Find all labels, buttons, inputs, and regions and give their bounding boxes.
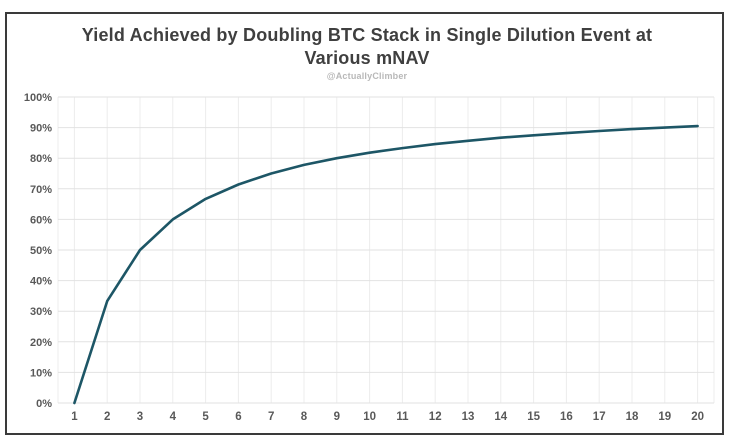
chart-title: Yield Achieved by Doubling BTC Stack in … xyxy=(81,25,653,68)
yield-series-line xyxy=(73,124,699,405)
y-axis-tick-label: 30% xyxy=(30,306,52,318)
y-axis-tick-label: 50% xyxy=(30,245,52,257)
x-axis-tick-label: 7 xyxy=(268,411,274,423)
x-axis-tick-label: 4 xyxy=(170,411,177,423)
x-axis-tick-label: 15 xyxy=(527,411,540,423)
y-axis-tick-label: 20% xyxy=(30,337,52,349)
x-axis-tick-label: 18 xyxy=(626,411,639,423)
y-axis-tick-label: 40% xyxy=(30,276,52,288)
x-axis-tick-label: 12 xyxy=(429,411,442,423)
x-axis-tick-label: 14 xyxy=(494,411,507,423)
x-axis-tick-label: 6 xyxy=(235,411,241,423)
x-axis-tick-label: 9 xyxy=(334,411,340,423)
x-axis-tick-label: 2 xyxy=(104,411,110,423)
x-axis-tick-label: 1 xyxy=(71,411,78,423)
y-axis-tick-label: 100% xyxy=(24,92,52,104)
y-axis-tick-label: 0% xyxy=(36,398,52,410)
x-axis-tick-label: 20 xyxy=(691,411,704,423)
y-axis-tick-label: 60% xyxy=(30,214,52,226)
x-axis-tick-label: 11 xyxy=(396,411,409,423)
x-axis-tick-label: 19 xyxy=(658,411,671,423)
x-axis-tick-label: 16 xyxy=(560,411,573,423)
y-axis-tick-label: 80% xyxy=(30,153,52,165)
x-axis-tick-label: 3 xyxy=(137,411,143,423)
chart-frame xyxy=(5,12,724,435)
chart-subtitle: @ActuallyClimber xyxy=(326,71,408,81)
y-axis-tick-label: 90% xyxy=(30,123,52,135)
x-axis-tick-label: 5 xyxy=(202,411,209,423)
x-axis-tick-label: 10 xyxy=(363,411,376,423)
x-axis-tick-label: 13 xyxy=(462,411,475,423)
x-axis-tick-label: 17 xyxy=(593,411,606,423)
y-axis-tick-label: 70% xyxy=(30,184,52,196)
y-axis-tick-label: 10% xyxy=(30,367,52,379)
x-axis-tick-label: 8 xyxy=(301,411,308,423)
